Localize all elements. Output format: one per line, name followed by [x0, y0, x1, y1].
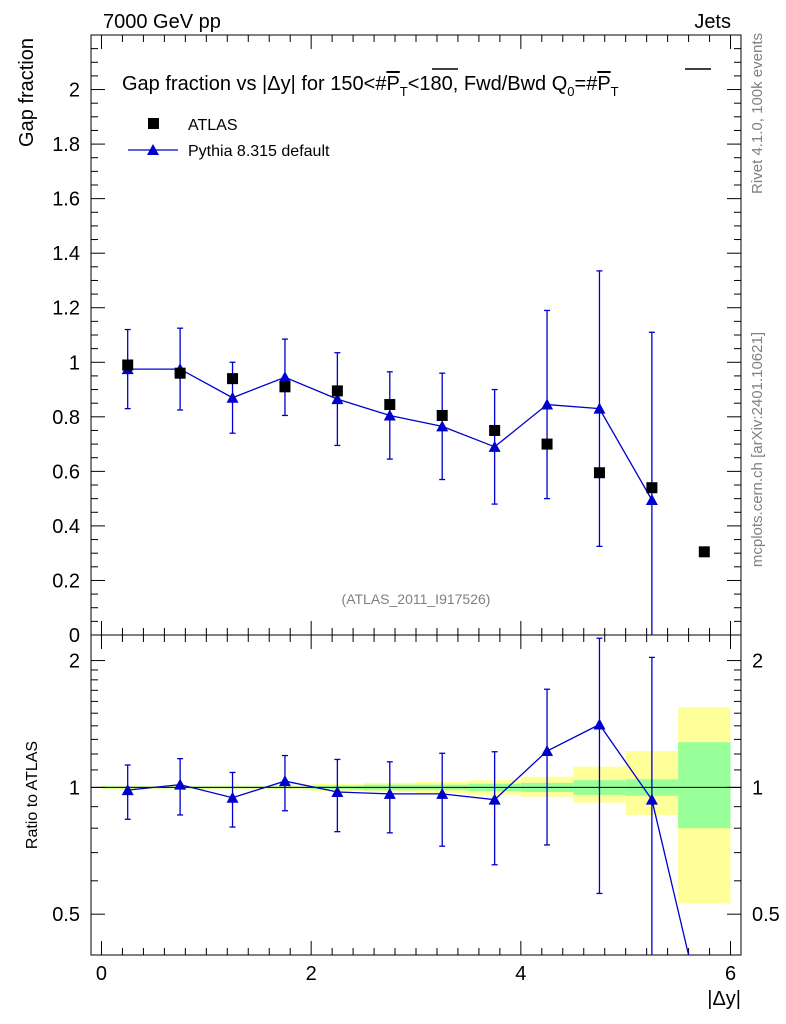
- ratio-panel: 0.5 0.5 1 1 2 2 0 2 4 6 Ratio to ATLAS |Δy|: [24, 634, 780, 1010]
- title-t-sub2: T: [611, 84, 619, 99]
- legend-mc-label: Pythia 8.315 default: [188, 143, 330, 160]
- atlas-point: [122, 359, 134, 371]
- ratio-point: [488, 793, 501, 805]
- ratio-y-axis-label: Ratio to ATLAS: [24, 741, 41, 849]
- ratio-ytick-label: 1: [69, 777, 80, 799]
- title-t-sub: T: [400, 84, 408, 99]
- mc-point: [593, 402, 606, 414]
- main-ytick-label: 1.2: [52, 298, 80, 320]
- legend: ATLAS Pythia 8.315 default: [128, 117, 330, 160]
- main-ytick-label: 1.6: [52, 189, 80, 211]
- title-eq: =#: [575, 73, 599, 95]
- ratio-xtick-label: 2: [306, 963, 317, 985]
- atlas-point: [646, 482, 658, 494]
- ratio-point: [278, 775, 291, 787]
- ratio-bands: [101, 707, 731, 904]
- ratio-mc-markers: [121, 718, 658, 805]
- mc-point: [436, 420, 449, 432]
- atlas-point: [541, 438, 553, 450]
- data-markers: [122, 359, 710, 558]
- ratio-point: [121, 784, 134, 796]
- ratio-point: [331, 786, 344, 798]
- main-ytick-label: 0.4: [52, 516, 80, 538]
- ratio-point: [174, 778, 187, 790]
- mc-point: [226, 391, 239, 403]
- main-ytick-label: 1: [69, 352, 80, 374]
- ratio-point: [541, 744, 554, 756]
- atlas-point: [489, 424, 501, 436]
- atlas-point: [384, 399, 396, 411]
- ratio-ytick-label-right: 2: [752, 651, 763, 673]
- ratio-x-ticks: 0 2 4 6: [96, 635, 736, 985]
- atlas-point: [593, 467, 605, 479]
- legend-atlas-marker: [148, 118, 159, 129]
- x-axis-label: |Δy|: [707, 988, 741, 1010]
- atlas-point: [174, 367, 186, 379]
- ratio-ytick-label: 2: [69, 651, 80, 673]
- ratio-xtick-label: 6: [725, 963, 736, 985]
- rivet-label: Rivet 4.1.0, 100k events: [749, 33, 766, 194]
- plot-title: Gap fraction vs |Δy| for 150<#PT<180, Fw…: [122, 73, 619, 99]
- atlas-point: [227, 373, 239, 385]
- main-ytick-label: 2: [69, 80, 80, 102]
- main-ytick-label: 0.8: [52, 407, 80, 429]
- ratio-point: [226, 791, 239, 803]
- mc-point: [383, 409, 396, 421]
- analysis-watermark: (ATLAS_2011_I917526): [342, 591, 491, 607]
- ratio-point: [436, 787, 449, 799]
- atlas-point: [331, 385, 343, 397]
- mc-point: [331, 393, 344, 405]
- atlas-point: [279, 381, 291, 393]
- main-ytick-label: 1.8: [52, 134, 80, 156]
- mcplots-label: mcplots.cern.ch [arXiv:2401.10621]: [749, 332, 766, 567]
- title-dy: Δy: [267, 73, 290, 95]
- ratio-error-bars: [124, 637, 655, 955]
- atlas-point: [698, 546, 710, 558]
- ratio-mc-line: [127, 723, 690, 956]
- main-ytick-label: 0.2: [52, 570, 80, 592]
- mc-point: [645, 494, 658, 505]
- ratio-ytick-label-right: 0.5: [752, 904, 780, 926]
- ratio-band-green: [678, 742, 731, 829]
- ratio-point: [383, 787, 396, 799]
- main-panel: 0 0.2 0.4 0.6 0.8 1 1.2 1.4 1.6 1.8 2 Gap fraction: [16, 34, 742, 647]
- ratio-ytick-label: 0.5: [52, 904, 80, 926]
- mc-error-bars: [124, 270, 655, 635]
- ratio-xtick-label: 0: [96, 963, 107, 985]
- ratio-y-ticks: 0.5 0.5 1 1 2 2: [52, 651, 780, 927]
- ratio-xtick-label: 4: [515, 963, 526, 985]
- atlas-point: [436, 409, 448, 421]
- legend-mc-marker: [147, 144, 159, 155]
- main-ytick-label: 1.4: [52, 243, 80, 265]
- main-ytick-label: 0: [69, 625, 80, 647]
- ratio-ytick-label-right: 1: [752, 777, 763, 799]
- mc-point: [541, 398, 554, 410]
- legend-atlas-label: ATLAS: [188, 117, 238, 134]
- main-y-axis-label: Gap fraction: [16, 38, 38, 147]
- title-mid: | for 150<#: [291, 73, 388, 95]
- mc-point: [488, 440, 501, 452]
- main-y-ticks: 0 0.2 0.4 0.6 0.8 1 1.2 1.4 1.6 1.8 2: [52, 48, 741, 647]
- energy-label: 7000 GeV pp: [103, 11, 221, 33]
- ratio-point: [645, 793, 658, 805]
- category-label: Jets: [694, 11, 731, 33]
- title-mid2: <180, Fwd/Bwd Q: [408, 73, 568, 95]
- title-pt2: P: [597, 73, 610, 95]
- main-x-ticks: [100, 35, 732, 635]
- title-q-sub: 0: [567, 84, 574, 99]
- main-ytick-label: 0.6: [52, 461, 80, 483]
- mc-point: [278, 371, 291, 383]
- ratio-point: [593, 718, 606, 730]
- title-prefix: Gap fraction vs |: [122, 73, 267, 95]
- title-pt: P: [386, 73, 399, 95]
